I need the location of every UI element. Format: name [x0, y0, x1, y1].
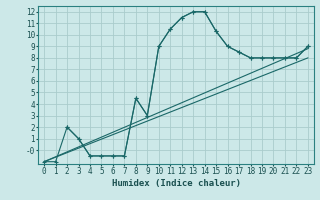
X-axis label: Humidex (Indice chaleur): Humidex (Indice chaleur) — [111, 179, 241, 188]
